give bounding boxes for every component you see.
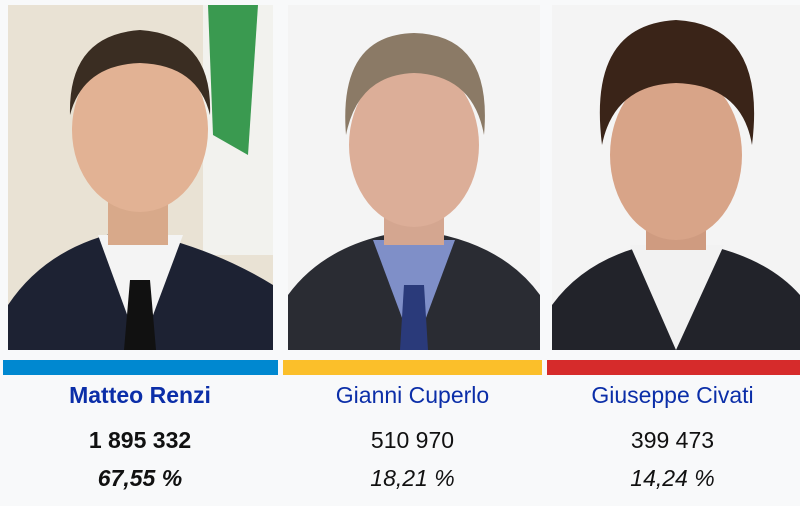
party-color-bar xyxy=(547,360,800,375)
candidate-name-link[interactable]: Gianni Cuperlo xyxy=(335,382,490,408)
party-color-bar xyxy=(3,360,278,375)
party-color-bar xyxy=(283,360,542,375)
vote-count: 510 970 xyxy=(370,427,455,453)
vote-percent: 67,55 % xyxy=(97,465,183,491)
candidate-civati: Giuseppe Civati 399 473 14,24 % xyxy=(545,0,800,506)
vote-count: 1 895 332 xyxy=(88,427,192,453)
vote-percent: 18,21 % xyxy=(370,465,455,491)
vote-count: 399 473 xyxy=(630,427,715,453)
candidate-photo xyxy=(8,5,273,350)
candidate-photo xyxy=(552,5,800,350)
candidate-renzi: Matteo Renzi 1 895 332 67,55 % xyxy=(0,0,280,506)
candidate-name-link[interactable]: Matteo Renzi xyxy=(69,382,211,408)
candidate-cuperlo: Gianni Cuperlo 510 970 18,21 % xyxy=(280,0,545,506)
candidate-photo xyxy=(288,5,540,350)
candidate-name-link[interactable]: Giuseppe Civati xyxy=(591,382,754,408)
vote-percent: 14,24 % xyxy=(630,465,715,491)
